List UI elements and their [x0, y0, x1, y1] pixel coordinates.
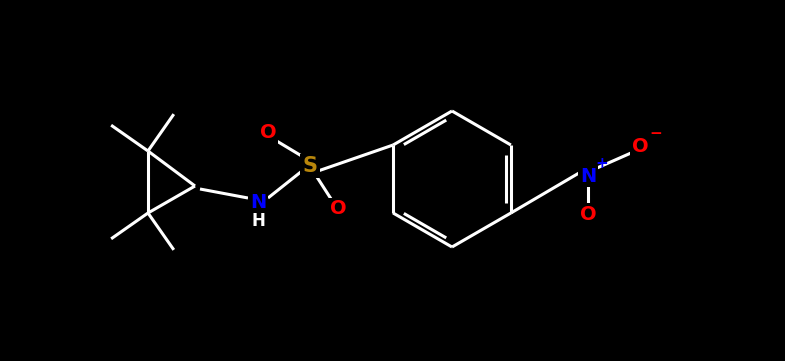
Text: −: − — [650, 126, 663, 142]
Text: S: S — [302, 156, 317, 176]
Text: N: N — [250, 193, 266, 213]
Text: O: O — [632, 136, 648, 156]
Text: H: H — [251, 212, 265, 230]
Text: O: O — [330, 200, 346, 218]
Text: O: O — [260, 123, 276, 143]
Text: N: N — [580, 166, 596, 186]
Text: O: O — [579, 204, 597, 223]
Text: +: + — [596, 157, 608, 171]
